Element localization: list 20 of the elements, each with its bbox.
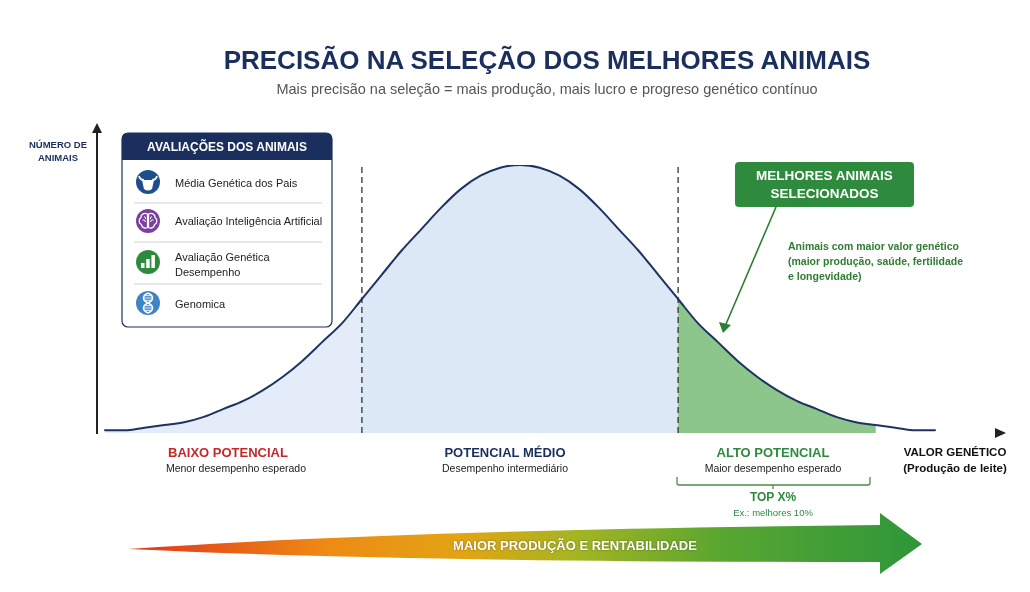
annotation: Avaliação Genética Desempenho	[175, 250, 271, 280]
text: ALTO POTENCIAL	[716, 445, 830, 461]
text: Desempenho intermediário	[441, 462, 569, 475]
chart-title: PRECISÃO NA SELEÇÃO DOS MELHORES ANIMAIS	[223, 44, 871, 76]
text: AVALIAÇÕES DOS ANIMAIS	[147, 140, 307, 155]
text: Maior desempenho esperado	[704, 462, 842, 475]
text: MAIOR PRODUÇÃO E RENTABILIDADE	[453, 538, 697, 554]
text: POTENCIAL MÉDIO	[444, 445, 566, 461]
x-axis-title: VALOR GENÉTICO (Produção de leite)	[902, 445, 1008, 476]
text: TOP X%	[749, 490, 797, 505]
text: Ex.: melhores 10%	[733, 507, 813, 519]
chart-subtitle: Mais precisão na seleção = mais produção, mais lucro e progreso genético contínuo	[276, 80, 818, 98]
text: BAIXO POTENCIAL	[168, 445, 288, 461]
annotation: MELHORES ANIMAIS SELECIONADOS	[755, 167, 894, 203]
annotation: Genomica	[175, 297, 226, 311]
annotation: Média Genética dos Pais	[175, 176, 298, 190]
text: Menor desempenho esperado	[165, 462, 307, 475]
annotation: Avaliação Inteligência Artificial	[175, 214, 323, 228]
y-axis-title: NÚMERO DE ANIMAIS	[27, 138, 89, 164]
annotation: Animais com maior valor genético (maior produção, saúde, fertilidade e longevidade)	[788, 239, 965, 284]
